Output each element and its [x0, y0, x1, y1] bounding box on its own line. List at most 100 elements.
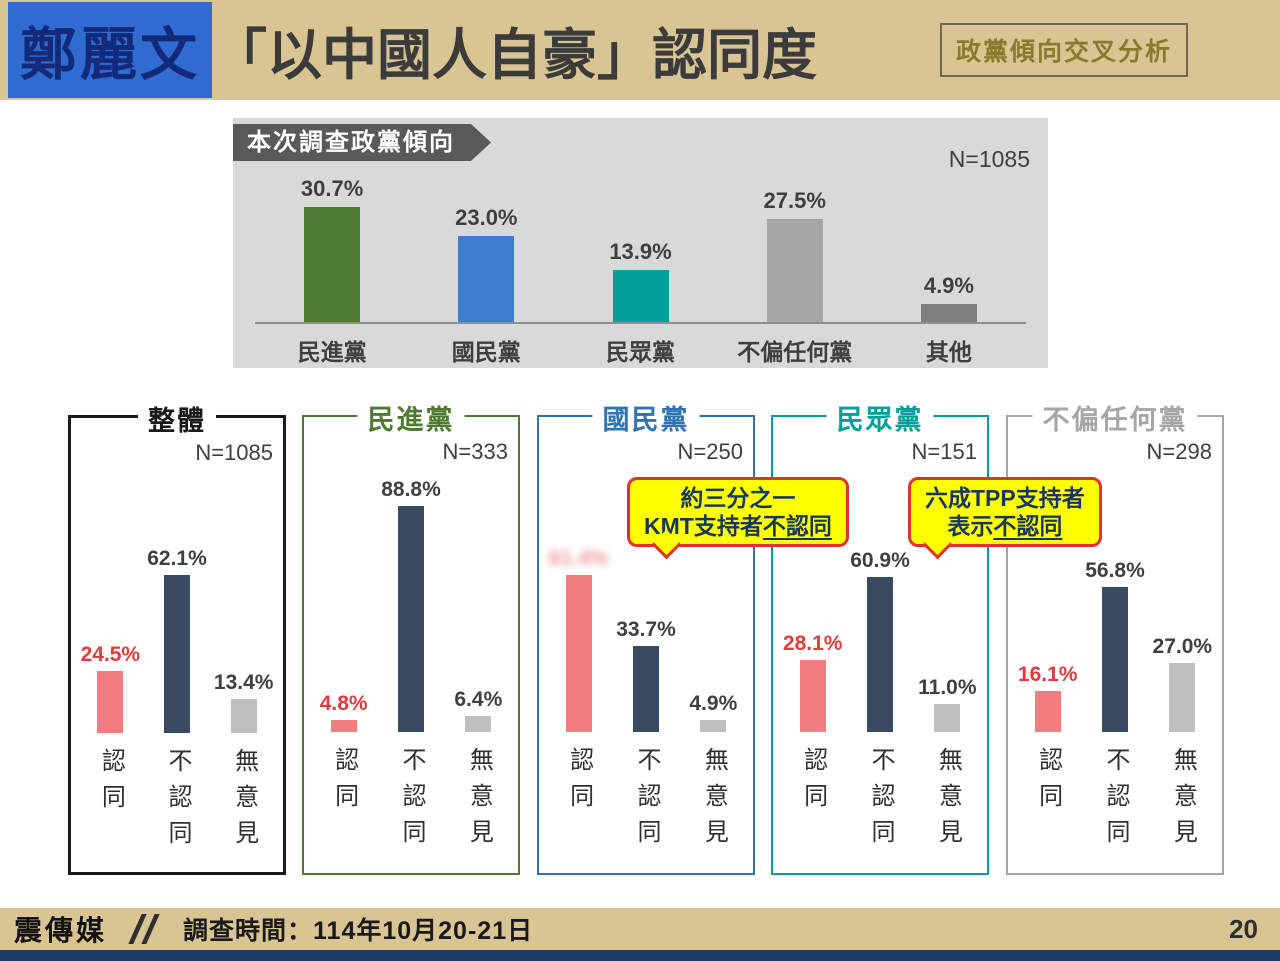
party-bar-value: 27.5%	[763, 188, 826, 213]
answer-label: 不認同	[866, 747, 894, 855]
bar-column: 88.8%	[377, 478, 444, 732]
answer-label-col: 無意見	[680, 747, 747, 855]
bar-value-label: 11.0%	[918, 676, 977, 699]
bar	[632, 646, 659, 732]
bar-column: 6.4%	[445, 688, 512, 732]
footer-bar: 震傳媒 調查時間：114年10月20-21日 20	[0, 908, 1280, 950]
bar-value-label: 4.8%	[319, 692, 368, 715]
bar-column: 60.9%	[846, 549, 913, 732]
bar-value-label: 28.1%	[782, 632, 843, 655]
bar-column: 4.8%	[310, 692, 377, 732]
party-category-label: 其他	[925, 339, 972, 365]
sample-size-label: N=1085	[948, 146, 1030, 172]
answer-label: 認同	[330, 747, 358, 819]
bar	[1034, 691, 1061, 732]
bar-column: 27.0%	[1149, 635, 1216, 732]
bar	[397, 506, 424, 732]
panel-title: 不偏任何黨	[1032, 398, 1198, 437]
party-category-label: 國民黨	[451, 339, 521, 365]
answer-labels-row: 認同 不認同 無意見	[77, 748, 277, 856]
callout-line: KMT支持者不認同	[644, 512, 832, 540]
survey-date-label: 調查時間：114年10月20-21日	[183, 917, 534, 945]
answer-label: 無意見	[465, 747, 493, 855]
answer-label-col: 認同	[1014, 747, 1081, 855]
bar-value-label: 27.0%	[1152, 635, 1213, 658]
answer-label: 不認同	[397, 747, 425, 855]
bar-value-label: 13.4%	[213, 671, 274, 694]
party-category-label: 民進黨	[297, 339, 367, 365]
party-column: 30.7%	[255, 176, 409, 322]
bar	[330, 720, 357, 732]
callout-underlined-text: 不認同	[993, 513, 1063, 539]
bar-value-label: 88.8%	[381, 478, 441, 501]
answer-label-col: 無意見	[210, 748, 277, 856]
page-title: 「以中國人自豪」認同度	[212, 24, 818, 86]
bar	[866, 577, 893, 732]
answer-labels-row: 認同 不認同 無意見	[1014, 747, 1216, 855]
answer-label: 認同	[565, 747, 593, 819]
sample-size-label: N=1085	[195, 440, 273, 465]
bar	[97, 671, 124, 733]
bar	[164, 575, 190, 733]
chart-tag-pennant: 本次調查政黨傾向	[233, 124, 491, 161]
bar-value-label: 62.1%	[147, 547, 207, 570]
panel-chart: 61.4% 33.7% 4.9%	[545, 477, 747, 732]
sample-size-label: N=298	[1146, 439, 1212, 464]
panel-chart: 28.1% 60.9% 11.0%	[779, 477, 981, 732]
party-distribution-chart: 本次調查政黨傾向 N=1085 30.7% 23.0% 13.9% 27.5% 4.9%…	[233, 118, 1048, 368]
page-number: 20	[1229, 913, 1258, 944]
answer-labels-row: 認同 不認同 無意見	[545, 747, 747, 855]
result-panel: 整體 N=1085 24.5% 62.1% 13.4% 認同 不認同 無意見	[68, 399, 286, 875]
answer-label-col: 無意見	[445, 747, 512, 855]
answer-labels-row: 認同 不認同 無意見	[779, 747, 981, 855]
answer-label: 認同	[97, 748, 125, 820]
party-column: 23.0%	[409, 205, 563, 322]
answer-label: 不認同	[1101, 747, 1129, 855]
party-bar	[766, 219, 823, 322]
bar-value-label: 16.1%	[1017, 663, 1078, 686]
party-bar	[458, 236, 515, 322]
panel-title: 民眾黨	[826, 398, 934, 437]
bar-value-label: 61.4%	[548, 547, 609, 570]
bar-column: 24.5%	[77, 643, 144, 733]
answer-labels-row: 認同 不認同 無意見	[310, 747, 512, 855]
party-column: 13.9%	[563, 239, 717, 322]
header: 鄭麗文 「以中國人自豪」認同度 政黨傾向交叉分析	[0, 0, 1280, 100]
answer-label-col: 無意見	[1149, 747, 1216, 855]
answer-label: 無意見	[934, 747, 962, 855]
analysis-type-badge: 政黨傾向交叉分析	[939, 23, 1188, 77]
bar-column: 62.1%	[144, 547, 211, 733]
bar-column: 16.1%	[1014, 663, 1081, 732]
answer-label-col: 不認同	[846, 747, 913, 855]
callout-underlined-text: 不認同	[762, 513, 832, 539]
bar-value-label: 4.9%	[689, 692, 738, 715]
party-bar-value: 23.0%	[455, 205, 518, 230]
answer-label: 無意見	[230, 748, 258, 856]
answer-label-col: 認同	[779, 747, 846, 855]
callout-line: 表示不認同	[925, 512, 1085, 540]
party-chart-columns: 30.7% 23.0% 13.9% 27.5% 4.9%	[255, 176, 1026, 322]
bar-column: 33.7%	[612, 618, 679, 732]
bar-value-label: 33.7%	[616, 618, 676, 641]
party-bar	[304, 207, 361, 322]
party-column: 27.5%	[718, 188, 872, 322]
main-content: 本次調查政黨傾向 N=1085 30.7% 23.0% 13.9% 27.5% 4.9%…	[0, 100, 1280, 908]
answer-label-col: 不認同	[1081, 747, 1148, 855]
panel-chart: 16.1% 56.8% 27.0%	[1014, 477, 1216, 732]
bar	[934, 704, 961, 732]
answer-label: 認同	[799, 747, 827, 819]
callout-tpp-annotation: 六成TPP支持者 表示不認同	[908, 477, 1102, 560]
result-panel: 民進黨 N=333 4.8% 88.8% 6.4% 認同 不認同 無意見	[302, 398, 520, 875]
callout-line: 約三分之一	[680, 485, 796, 511]
double-slash-icon	[128, 914, 160, 944]
bar-value-label: 6.4%	[454, 688, 503, 711]
bar-column: 13.4%	[210, 671, 277, 733]
panel-title: 整體	[138, 399, 216, 438]
footer: 震傳媒 調查時間：114年10月20-21日 20	[0, 908, 1280, 961]
party-bar-value: 4.9%	[923, 273, 974, 298]
party-category-label: 不偏任何黨	[737, 339, 853, 365]
footer-accent-strip	[0, 950, 1280, 961]
bar	[1169, 663, 1196, 732]
bar	[465, 716, 492, 732]
bar-column: 4.9%	[680, 692, 747, 732]
